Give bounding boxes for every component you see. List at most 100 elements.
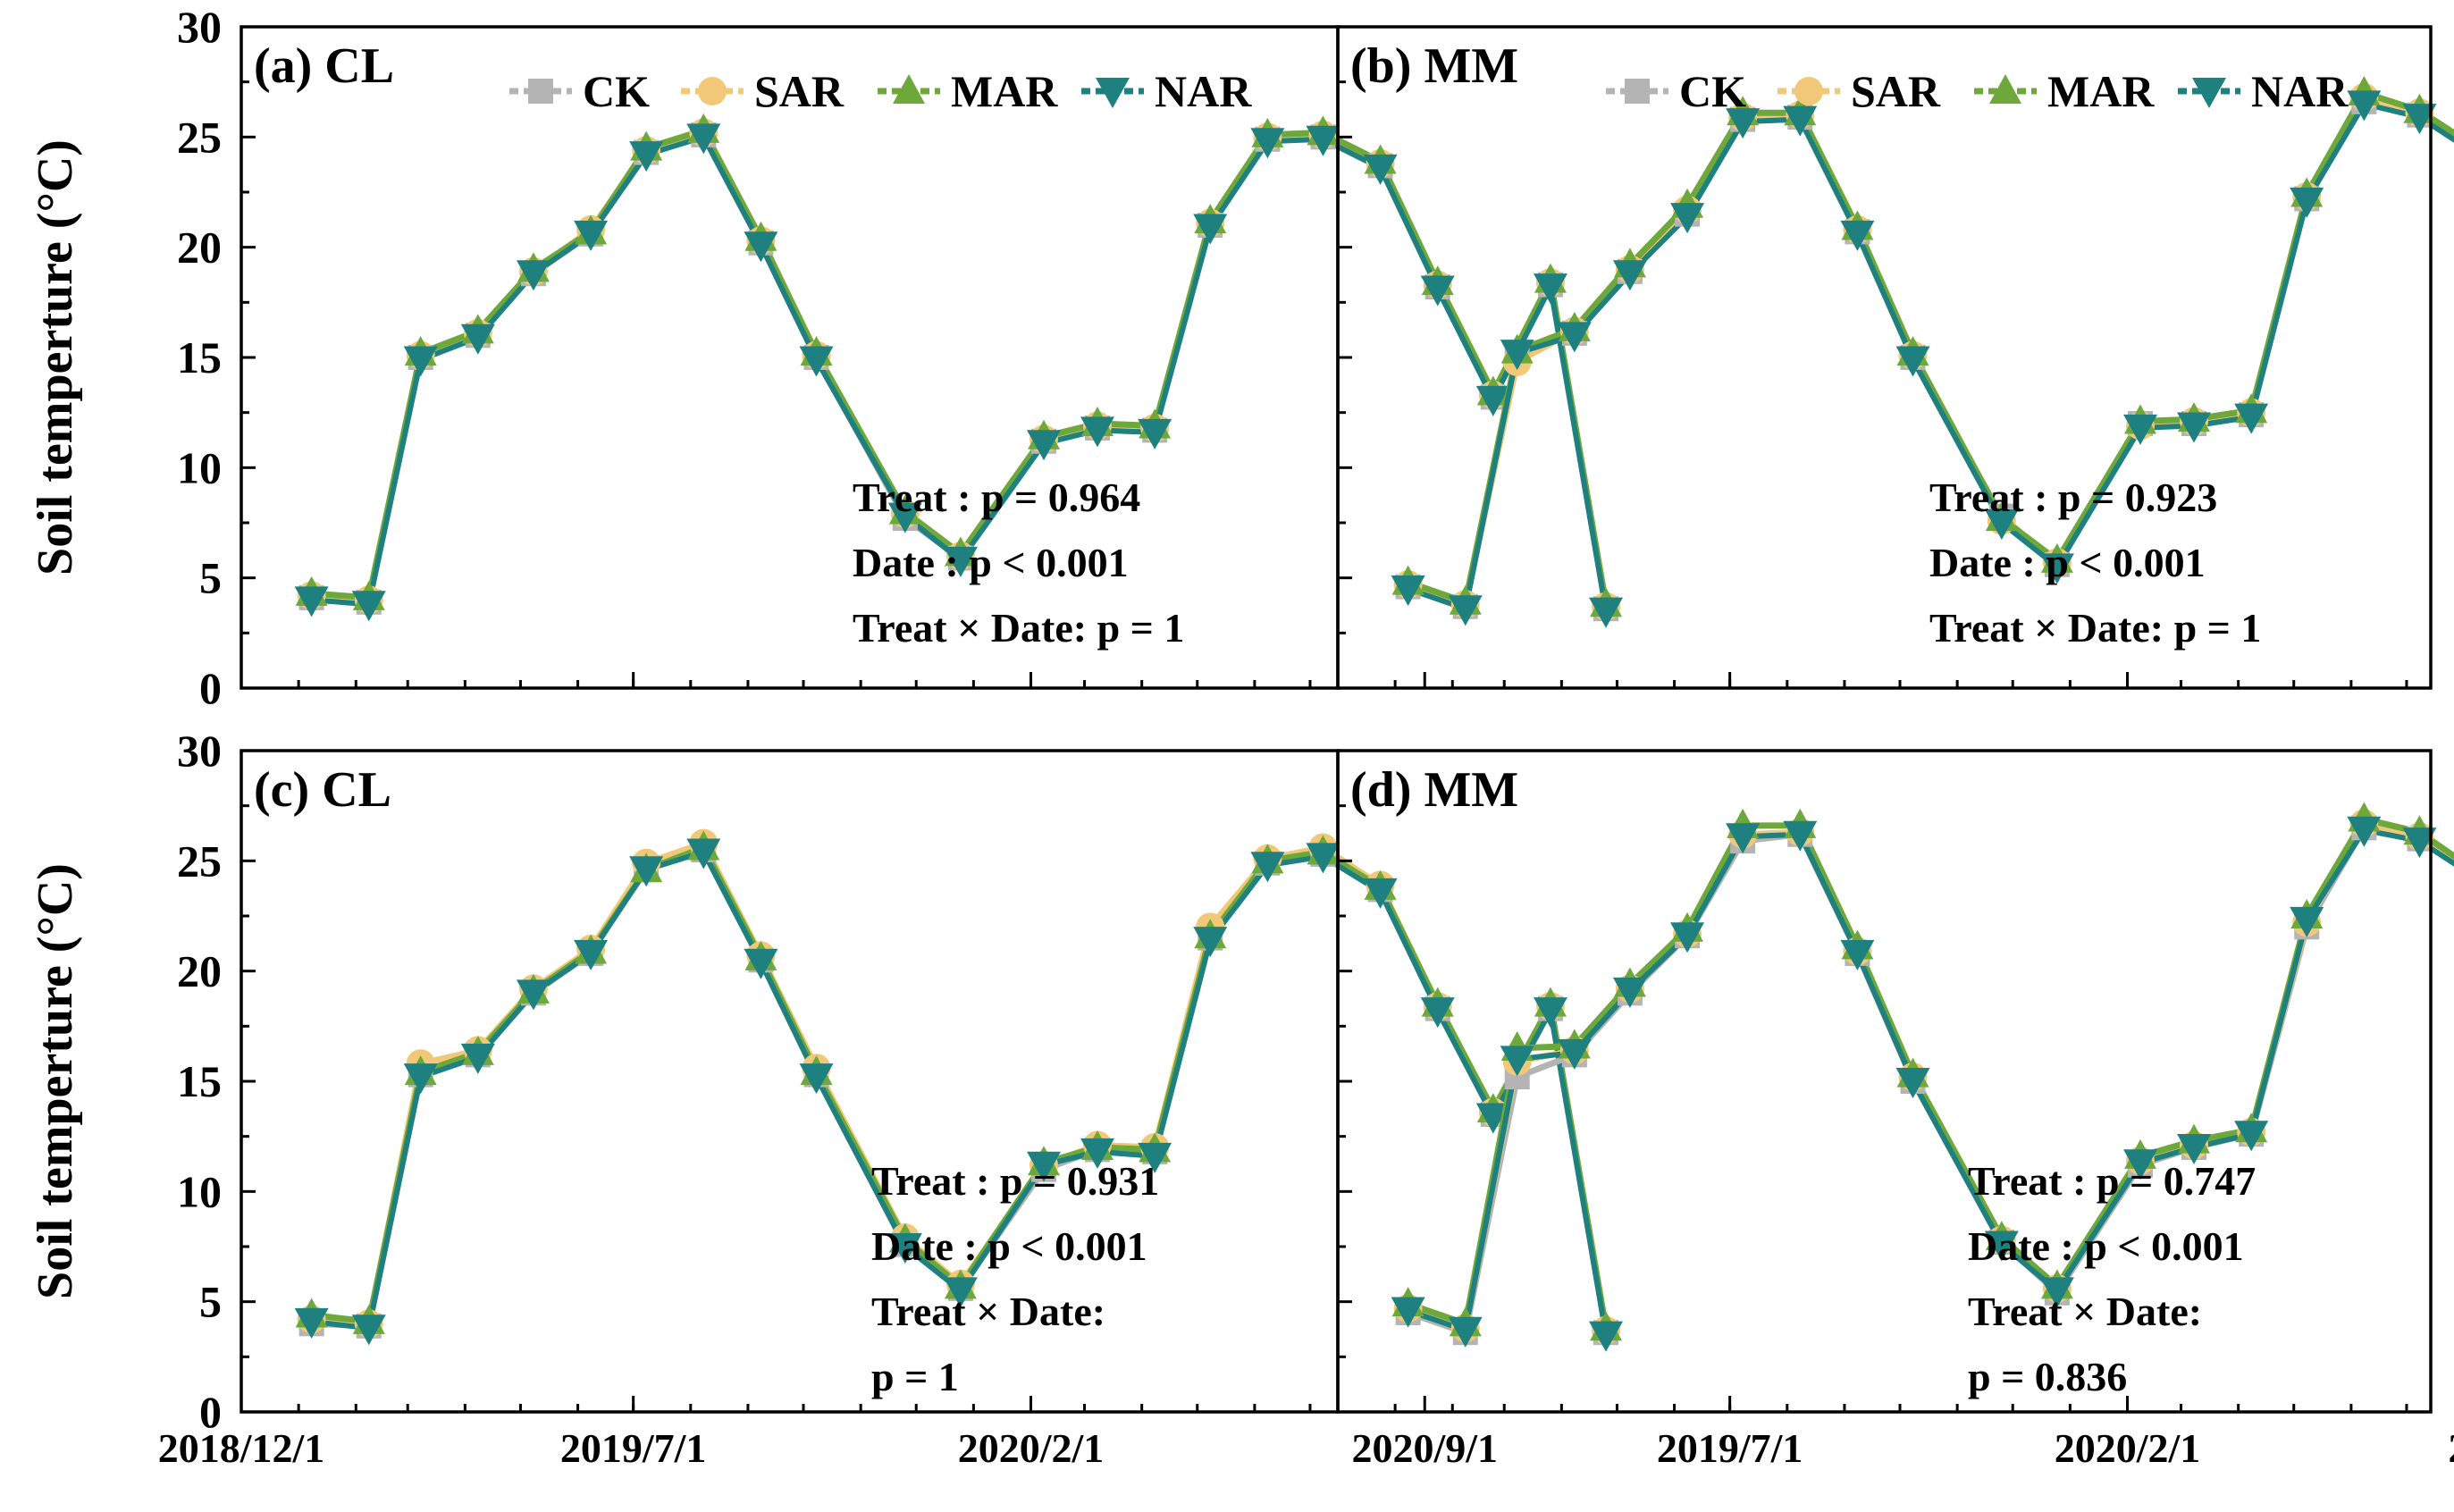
point-nar — [1027, 430, 1062, 461]
point-nar — [516, 979, 550, 1011]
panel-label: (a) CL — [254, 38, 394, 94]
legend-marker-sar — [1794, 77, 1823, 105]
y-tick-label: 5 — [199, 1277, 222, 1327]
y-tick-label: 15 — [177, 332, 222, 382]
series-line-mar — [311, 127, 1609, 605]
point-nar — [1475, 1103, 1510, 1134]
y-tick-label: 30 — [177, 2, 222, 52]
x-tick-label: 2020/2/1 — [2055, 1425, 2201, 1471]
point-nar — [1612, 260, 1647, 291]
legend-marker-ck — [1625, 79, 1650, 104]
point-nar — [2290, 187, 2324, 218]
stat-line: Date : p < 0.001 — [871, 1223, 1147, 1269]
stat-line: Date : p < 0.001 — [1929, 540, 2206, 585]
point-nar — [1589, 1321, 1624, 1352]
x-tick-label: 2020/9/1 — [2448, 1425, 2454, 1471]
panel-1: (b) MM CK SAR MAR NAR Treat : p = 0.923 Date :… — [1336, 25, 2454, 690]
point-nar — [1500, 340, 1534, 371]
point-nar — [1984, 1231, 2019, 1262]
legend-marker-mar — [1989, 74, 2021, 104]
point-nar — [1783, 105, 1818, 137]
legend-label-nar: NAR — [1155, 66, 1252, 116]
legend-marker-nar — [2192, 78, 2226, 108]
stat-line: Treat : p = 0.923 — [1929, 475, 2217, 520]
point-nar — [403, 1063, 438, 1095]
x-tick-label: 2019/7/1 — [560, 1425, 707, 1471]
point-nar — [1138, 418, 1172, 449]
legend-label-sar: SAR — [754, 66, 845, 116]
legend-marker-nar — [1096, 78, 1130, 108]
point-nar — [744, 948, 778, 979]
point-nar — [1500, 1046, 1534, 1077]
point-nar — [1670, 922, 1705, 953]
point-nar — [1726, 823, 1761, 854]
y-tick-label: 30 — [177, 726, 222, 776]
point-nar — [1250, 128, 1285, 159]
point-nar — [887, 1233, 922, 1264]
panel-2: 0 5 10 15 20 25 30 2018/12/1 2019/7/1 2020/2/1 202… — [158, 726, 1624, 1471]
y-tick-label: 25 — [177, 836, 222, 886]
point-nar — [1420, 275, 1455, 307]
y-tick-label: 20 — [177, 223, 222, 273]
series-line-ck — [311, 131, 1609, 609]
point-nar — [1420, 997, 1455, 1029]
point-nar — [516, 260, 550, 291]
y-tick-label: 20 — [177, 946, 222, 996]
point-nar — [460, 323, 495, 355]
series-line-sar — [311, 129, 1609, 608]
point-nar — [1726, 108, 1761, 139]
point-nar — [2177, 412, 2212, 443]
y-axis-label: Soil temperture (°C) — [28, 863, 83, 1299]
point-nar — [2402, 104, 2437, 135]
point-nar — [351, 1315, 386, 1346]
point-nar — [294, 1307, 329, 1339]
y-tick-label: 0 — [199, 663, 222, 713]
point-nar — [1027, 1151, 1062, 1182]
point-nar — [1670, 203, 1705, 234]
point-nar — [2123, 414, 2158, 445]
point-nar — [1306, 843, 1340, 874]
point-nar — [1250, 852, 1285, 883]
panel-3: 2019/7/1 2020/2/1 2020/9/1 (d) MM Treat : p … — [1336, 749, 2454, 1471]
stat-line: Treat × Date: — [871, 1289, 1105, 1334]
point-nar — [1080, 416, 1115, 448]
point-nar — [799, 1063, 834, 1095]
y-tick-label: 10 — [177, 1166, 222, 1216]
legend-label-ck: CK — [1679, 66, 1746, 116]
x-tick-label: 2020/2/1 — [958, 1425, 1105, 1471]
panel-frame — [1336, 749, 2433, 1414]
point-nar — [943, 1277, 978, 1308]
point-nar — [1193, 927, 1228, 958]
stat-line: p = 0.836 — [1968, 1354, 2127, 1399]
point-nar — [1895, 346, 1930, 377]
point-nar — [2039, 1277, 2074, 1308]
point-nar — [2123, 1149, 2158, 1180]
point-nar — [799, 346, 834, 377]
point-nar — [1612, 977, 1647, 1008]
point-nar — [1840, 939, 1875, 970]
legend-marker-mar — [893, 74, 925, 104]
point-nar — [2234, 1121, 2269, 1152]
point-nar — [744, 231, 778, 263]
point-nar — [1557, 322, 1592, 353]
point-nar — [1783, 820, 1818, 852]
point-nar — [1448, 595, 1483, 626]
stat-line: p = 1 — [871, 1354, 959, 1399]
point-nar — [1840, 220, 1875, 251]
legend-label-nar: NAR — [2251, 66, 2349, 116]
point-nar — [1533, 273, 1567, 305]
point-nar — [1589, 597, 1624, 628]
legend-marker-ck — [528, 79, 553, 104]
point-nar — [629, 141, 664, 172]
point-nar — [1306, 125, 1340, 156]
stat-line: Treat × Date: p = 1 — [853, 605, 1184, 651]
point-nar — [1363, 878, 1398, 909]
point-nar — [2347, 90, 2382, 122]
legend-label-sar: SAR — [1851, 66, 1941, 116]
point-nar — [2347, 816, 2382, 847]
x-tick-label: 2018/12/1 — [158, 1425, 325, 1471]
point-nar — [1557, 1038, 1592, 1070]
point-nar — [2402, 827, 2437, 859]
legend-label-ck: CK — [583, 66, 650, 116]
point-nar — [1984, 509, 2019, 540]
